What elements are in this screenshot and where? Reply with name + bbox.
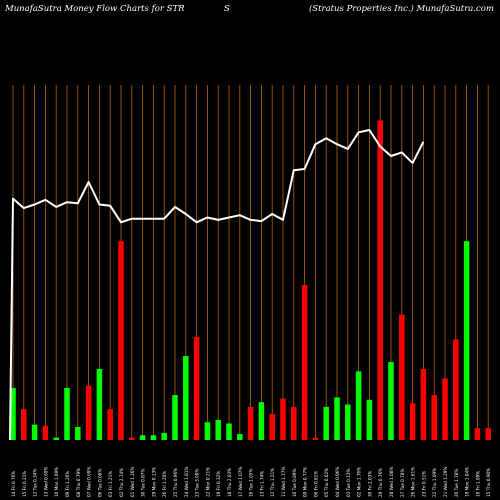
bar	[31, 424, 38, 440]
bar	[193, 337, 200, 440]
x-tick-label: 30 Tue 0.87%	[141, 469, 146, 497]
bar	[96, 369, 103, 440]
bar	[269, 413, 275, 440]
x-tick-label: 09 Fri 1.26%	[65, 471, 70, 497]
x-tick-label: 20 Tue 1.78%	[454, 469, 459, 497]
bar	[355, 371, 362, 440]
bar	[345, 404, 351, 440]
x-tick-label: 18 Thu 2.03%	[227, 468, 232, 497]
bar	[474, 428, 481, 440]
bar	[21, 409, 27, 440]
bar	[312, 437, 319, 440]
bar	[453, 339, 459, 440]
chart-title-left: MunafaSutra Money Flow Charts for STR	[5, 4, 185, 14]
bar	[323, 406, 329, 440]
x-tick-label: 27 Tue 0.78%	[400, 469, 405, 497]
x-tick-label: 22 Mon 0.21%	[205, 467, 210, 497]
x-tick-label: 06 Tue 0.08%	[97, 469, 102, 497]
x-tick-label: 19 Fri 0.32%	[216, 471, 221, 497]
x-tick-label: 01 Wed 1.26%	[130, 467, 135, 497]
chart-title-symbol: S	[224, 4, 230, 14]
x-tick-label: 08 Thu 0.79%	[76, 468, 81, 497]
bar	[75, 426, 81, 440]
bar	[442, 378, 448, 440]
bar	[247, 406, 254, 440]
x-tick-label: 14 Fri 0.76%	[11, 471, 16, 497]
bar	[237, 434, 243, 440]
bar	[409, 403, 416, 440]
bar	[258, 402, 265, 440]
bar	[334, 397, 340, 440]
bar	[399, 314, 405, 440]
bar	[183, 355, 189, 440]
x-tick-label: 15 Fri 0.21%	[22, 471, 27, 497]
x-tick-label: 16 Fri 1.09%	[475, 471, 480, 497]
x-tick-label: 02 Thu 2.74%	[119, 468, 124, 497]
x-tick-label: 25 Thu 0.96%	[173, 468, 178, 497]
x-tick-label: 07 Wed 0.69%	[87, 467, 92, 497]
x-tick-label: 12 Tue 0.34%	[33, 469, 38, 497]
x-tick-label: 23 Tue 3.00%	[195, 469, 200, 497]
x-tick-label: 13 Wed 0.69%	[43, 467, 48, 497]
x-tick-label: 28 Wed 1.08%	[389, 467, 394, 497]
bar	[64, 387, 70, 440]
bar	[139, 435, 146, 440]
bar	[431, 395, 437, 440]
bar	[420, 369, 427, 440]
x-tick-label: 30 Fri 2.03%	[367, 471, 372, 497]
x-tick-label: 29 Mon 0.13%	[151, 467, 156, 497]
bar	[215, 419, 221, 440]
x-tick-label: 04 Wed 0.96%	[335, 467, 340, 497]
bar	[85, 385, 92, 440]
bar	[485, 428, 491, 440]
bar	[366, 399, 373, 440]
x-tick-label: 09 Mon 0.77%	[303, 467, 308, 497]
x-tick-label: 24 Wed 1.81%	[184, 467, 189, 497]
x-tick-label: 03 Fri 1.21%	[108, 471, 113, 497]
bar	[291, 406, 297, 440]
money-flow-line	[9, 129, 425, 441]
x-tick-label: 10 Tue 0.89%	[292, 469, 297, 497]
x-tick-label: 23 Fri 0.51%	[421, 471, 426, 497]
x-tick-label: 29 Thu 0.76%	[378, 468, 383, 497]
x-tick-label: 17 Wed 1.07%	[238, 467, 243, 497]
x-tick-label: 06 Fri 0.81%	[313, 471, 318, 497]
bar	[204, 422, 211, 440]
bar	[280, 398, 286, 440]
chart-title-company: (Stratus Properties Inc.) MunafaSutra.co…	[308, 4, 494, 14]
x-tick-label: 03 Tue 0.13%	[346, 469, 351, 497]
x-tick-label: 26 Mon 1.61%	[411, 467, 416, 497]
x-tick-label: 22 Thu 1.09%	[432, 468, 437, 497]
x-tick-label: 13 Fri 1.74%	[259, 471, 264, 497]
x-tick-label: 21 Wed 1.29%	[443, 467, 448, 497]
bar	[226, 423, 232, 440]
bar	[301, 284, 308, 440]
x-tick-label: 16 Tue 1.05%	[249, 469, 254, 497]
x-tick-label: 10 Mon 1.09%	[54, 467, 59, 497]
bar	[377, 120, 383, 440]
x-tick-label: 12 Thu 1.21%	[270, 468, 275, 497]
bar	[118, 241, 124, 440]
bar	[161, 432, 167, 440]
bar	[53, 437, 59, 440]
x-tick-label: 02 Mon 1.76%	[357, 467, 362, 497]
bar	[388, 361, 394, 440]
x-tick-label: 05 Thu 0.02%	[324, 468, 329, 497]
bar	[107, 409, 113, 440]
x-tick-label: 26 Fri 1.20%	[162, 471, 167, 497]
bar	[150, 435, 157, 440]
bar	[172, 395, 178, 440]
x-tick-label: 19 Mon 1.04%	[465, 467, 470, 497]
bar	[129, 437, 135, 440]
bar	[42, 425, 49, 440]
x-tick-label: 15 Thu 0.90%	[486, 468, 491, 497]
bar	[10, 387, 16, 440]
x-tick-label: 11 Wed 1.77%	[281, 467, 286, 497]
bar	[463, 241, 470, 440]
